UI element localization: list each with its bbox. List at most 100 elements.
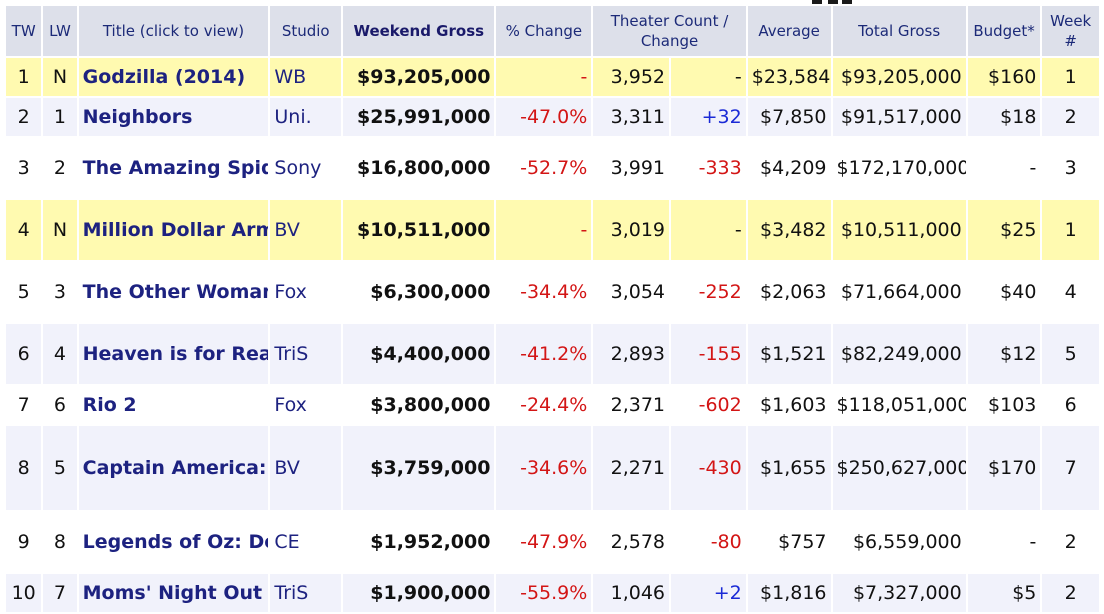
pct-change: -34.4% [496, 262, 592, 322]
theater-count: 3,952 [593, 58, 670, 96]
weekend-gross: $1,952,000 [343, 512, 495, 572]
budget: $40 [967, 262, 1041, 322]
movie-title-link[interactable]: Million Dollar Arm [78, 200, 269, 260]
theater-change: -602 [671, 386, 746, 424]
movie-title-link[interactable]: Rio 2 [78, 386, 269, 424]
budget: $5 [967, 574, 1041, 612]
weekend-gross: $25,991,000 [343, 98, 495, 136]
theater-change: +2 [671, 574, 746, 612]
studio-link[interactable]: Sony [270, 138, 342, 198]
theater-change: -430 [671, 426, 746, 510]
theater-count: 2,893 [593, 324, 670, 384]
rank-this-week: 9 [6, 512, 42, 572]
table-row: 2 1 Neighbors Uni. $25,991,000 -47.0% 3,… [6, 98, 1099, 136]
theater-change: -252 [671, 262, 746, 322]
movie-title-link[interactable]: Captain America: The Winter Soldier [78, 426, 269, 510]
studio-link[interactable]: Uni. [270, 98, 342, 136]
truncated-text-fragment [812, 0, 822, 4]
weekend-gross: $10,511,000 [343, 200, 495, 260]
studio-link[interactable]: CE [270, 512, 342, 572]
rank-this-week: 1 [6, 58, 42, 96]
total-gross: $10,511,000 [832, 200, 966, 260]
studio-link[interactable]: TriS [270, 324, 342, 384]
studio-link[interactable]: BV [270, 200, 342, 260]
rank-this-week: 10 [6, 574, 42, 612]
col-header-studio[interactable]: Studio [270, 6, 342, 56]
studio-link[interactable]: WB [270, 58, 342, 96]
movie-title-link[interactable]: Legends of Oz: Dorothy's Return [78, 512, 269, 572]
rank-last-week: N [43, 58, 77, 96]
weekend-gross: $6,300,000 [343, 262, 495, 322]
studio-link[interactable]: Fox [270, 262, 342, 322]
weekend-gross: $3,759,000 [343, 426, 495, 510]
movie-title-link[interactable]: Heaven is for Real [78, 324, 269, 384]
per-theater-average: $1,655 [747, 426, 831, 510]
col-header-title[interactable]: Title (click to view) [78, 6, 269, 56]
theater-count: 1,046 [593, 574, 670, 612]
rank-this-week: 2 [6, 98, 42, 136]
truncated-text-fragment [842, 0, 852, 4]
table-row: 8 5 Captain America: The Winter Soldier … [6, 426, 1099, 510]
theater-count: 2,371 [593, 386, 670, 424]
per-theater-average: $1,521 [747, 324, 831, 384]
rank-last-week: N [43, 200, 77, 260]
week-number: 2 [1042, 574, 1099, 612]
col-header-budget[interactable]: Budget* [967, 6, 1041, 56]
rank-this-week: 8 [6, 426, 42, 510]
studio-link[interactable]: Fox [270, 386, 342, 424]
week-number: 5 [1042, 324, 1099, 384]
studio-link[interactable]: BV [270, 426, 342, 510]
budget: $103 [967, 386, 1041, 424]
total-gross: $82,249,000 [832, 324, 966, 384]
studio-link[interactable]: TriS [270, 574, 342, 612]
rank-last-week: 3 [43, 262, 77, 322]
week-number: 4 [1042, 262, 1099, 322]
movie-title-link[interactable]: The Amazing Spider-Man 2 [78, 138, 269, 198]
col-header-total-gross[interactable]: Total Gross [832, 6, 966, 56]
col-header-week[interactable]: Week # [1042, 6, 1099, 56]
week-number: 6 [1042, 386, 1099, 424]
budget: $18 [967, 98, 1041, 136]
movie-title-link[interactable]: Neighbors [78, 98, 269, 136]
per-theater-average: $757 [747, 512, 831, 572]
col-header-theater-count[interactable]: Theater Count / Change [593, 6, 746, 56]
rank-last-week: 5 [43, 426, 77, 510]
pct-change: - [496, 58, 592, 96]
total-gross: $93,205,000 [832, 58, 966, 96]
budget: - [967, 512, 1041, 572]
movie-title-link[interactable]: The Other Woman (2014) [78, 262, 269, 322]
col-header-average[interactable]: Average [747, 6, 831, 56]
pct-change: -47.0% [496, 98, 592, 136]
budget: $12 [967, 324, 1041, 384]
budget: - [967, 138, 1041, 198]
week-number: 1 [1042, 200, 1099, 260]
rank-last-week: 7 [43, 574, 77, 612]
rank-last-week: 4 [43, 324, 77, 384]
total-gross: $91,517,000 [832, 98, 966, 136]
week-number: 2 [1042, 512, 1099, 572]
truncated-text-fragment [828, 0, 838, 4]
pct-change: -41.2% [496, 324, 592, 384]
pct-change: - [496, 200, 592, 260]
rank-this-week: 7 [6, 386, 42, 424]
total-gross: $7,327,000 [832, 574, 966, 612]
pct-change: -55.9% [496, 574, 592, 612]
total-gross: $6,559,000 [832, 512, 966, 572]
rank-this-week: 3 [6, 138, 42, 198]
table-row: 3 2 The Amazing Spider-Man 2 Sony $16,80… [6, 138, 1099, 198]
budget: $160 [967, 58, 1041, 96]
col-header-pct-change[interactable]: % Change [496, 6, 592, 56]
theater-change: -155 [671, 324, 746, 384]
col-header-weekend-gross[interactable]: Weekend Gross [343, 6, 495, 56]
total-gross: $172,170,000 [832, 138, 966, 198]
box-office-table: TW LW Title (click to view) Studio Weeke… [4, 4, 1101, 614]
pct-change: -52.7% [496, 138, 592, 198]
weekend-gross: $1,900,000 [343, 574, 495, 612]
rank-this-week: 4 [6, 200, 42, 260]
movie-title-link[interactable]: Moms' Night Out [78, 574, 269, 612]
col-header-tw[interactable]: TW [6, 6, 42, 56]
week-number: 7 [1042, 426, 1099, 510]
weekend-gross: $4,400,000 [343, 324, 495, 384]
col-header-lw[interactable]: LW [43, 6, 77, 56]
movie-title-link[interactable]: Godzilla (2014) [78, 58, 269, 96]
